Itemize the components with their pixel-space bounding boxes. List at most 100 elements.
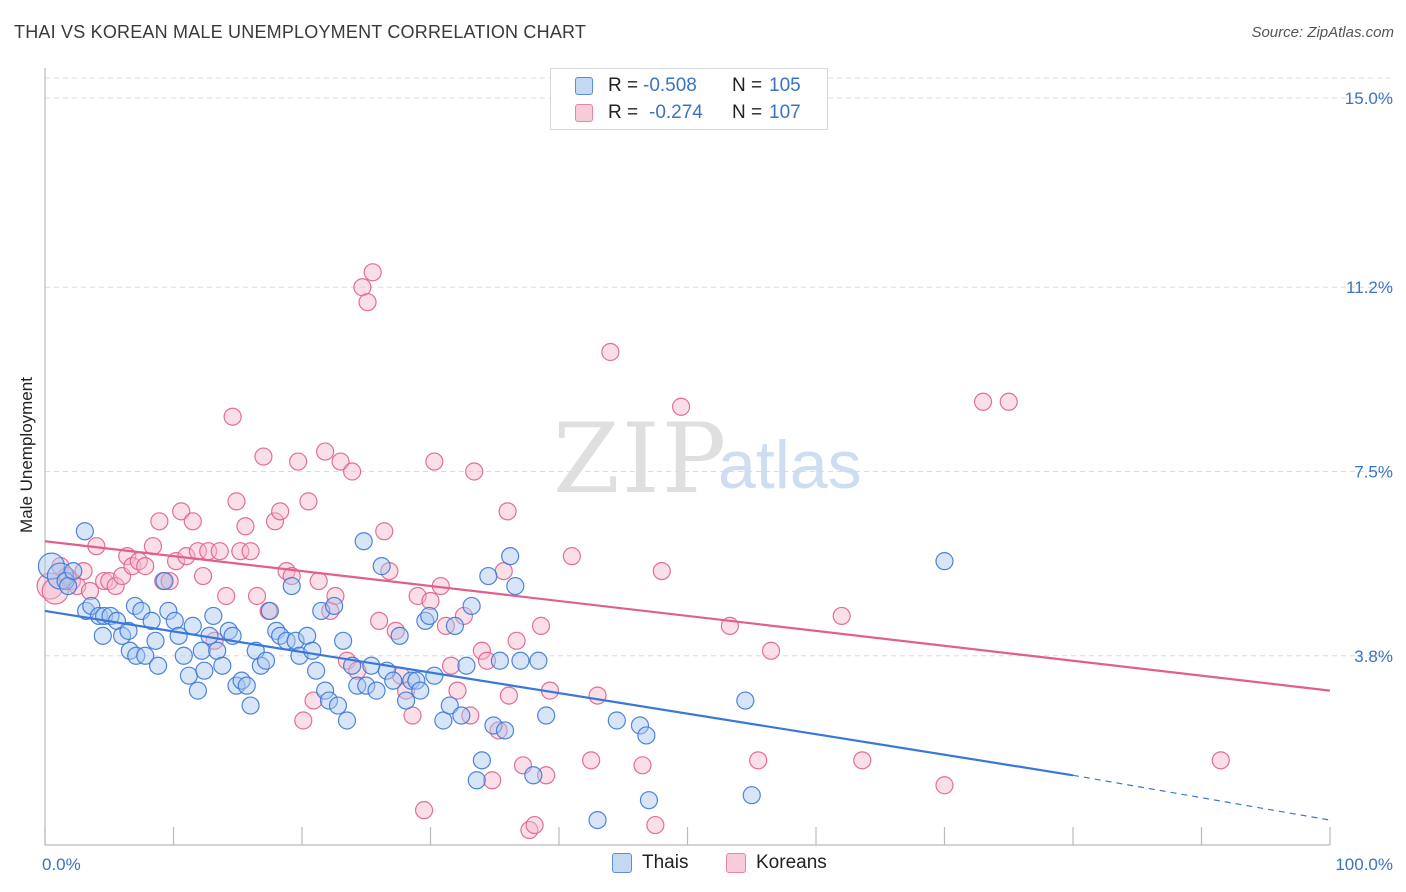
thais-point xyxy=(495,721,515,740)
koreans-point xyxy=(375,522,394,541)
thais-point xyxy=(588,810,607,830)
koreans-point xyxy=(671,397,691,416)
thais-point xyxy=(256,651,276,670)
thais-point xyxy=(637,726,656,745)
koreans-point xyxy=(520,820,539,840)
x-tick-label: 0.0% xyxy=(42,855,81,874)
koreans-point xyxy=(832,606,851,626)
thais-point xyxy=(232,671,251,690)
koreans-point xyxy=(588,686,607,705)
koreans-point xyxy=(1211,751,1230,770)
thais-point xyxy=(174,646,193,665)
koreans-point xyxy=(477,651,497,670)
koreans-point xyxy=(271,502,290,521)
thais-point xyxy=(155,571,174,591)
thais-point xyxy=(390,626,409,645)
koreans-point xyxy=(853,751,872,770)
bottom-legend-swatch-thais xyxy=(612,853,632,873)
thais-trendline-extension xyxy=(1072,774,1331,821)
koreans-point xyxy=(999,392,1018,411)
koreans-point xyxy=(601,342,620,362)
koreans-point xyxy=(183,512,202,531)
koreans-point xyxy=(537,766,556,785)
koreans-point xyxy=(421,591,440,611)
thais-point xyxy=(56,571,75,591)
chart-source: Source: ZipAtlas.com xyxy=(1251,24,1394,41)
thais-point xyxy=(188,681,208,700)
thais-point xyxy=(396,691,416,710)
thais-point xyxy=(354,532,373,551)
koreans-point xyxy=(223,407,242,426)
thais-point xyxy=(146,631,165,650)
koreans-point xyxy=(316,442,335,461)
chart-title: THAI VS KOREAN MALE UNEMPLOYMENT CORRELA… xyxy=(14,22,587,42)
thais-point xyxy=(490,651,509,670)
watermark: ZIP atlas xyxy=(553,403,862,515)
koreans-point xyxy=(363,263,382,282)
legend-n-label: N = xyxy=(732,102,763,123)
thais-point xyxy=(524,766,543,785)
thais-point xyxy=(142,611,161,631)
koreans-point xyxy=(304,691,323,710)
thais-point xyxy=(742,786,761,805)
watermark-atlas: atlas xyxy=(718,427,862,503)
thais-point xyxy=(204,606,223,626)
thais-point xyxy=(479,566,498,586)
koreans-point xyxy=(331,452,350,471)
thais-point xyxy=(537,706,556,725)
legend-swatch-koreans xyxy=(575,104,593,122)
thais-point xyxy=(607,711,626,730)
koreans-point xyxy=(160,571,179,591)
grid-lines xyxy=(45,77,1395,657)
koreans-point xyxy=(507,631,526,650)
koreans-point xyxy=(425,452,444,471)
thais-point xyxy=(82,596,101,616)
koreans-point xyxy=(454,606,474,626)
thais-point xyxy=(148,656,168,675)
thais-point xyxy=(169,626,188,645)
legend-swatch-thais xyxy=(575,77,593,95)
thais-point xyxy=(316,681,335,700)
thais-point xyxy=(484,716,503,735)
koreans-point xyxy=(414,801,434,820)
koreans-point xyxy=(448,681,467,700)
thais-point xyxy=(93,626,112,645)
koreans-point xyxy=(652,561,671,581)
koreans-point xyxy=(472,641,491,660)
thais-point xyxy=(75,522,94,541)
koreans-point xyxy=(761,641,781,660)
thais-point xyxy=(630,716,650,735)
koreans-point xyxy=(95,571,114,591)
thais-point xyxy=(325,596,344,616)
koreans-point xyxy=(236,517,255,536)
thais-point xyxy=(251,656,270,675)
legend-n-value: 107 xyxy=(769,102,801,123)
tick-labels: 3.8% 7.5% 11.2% 15.0% 0.0% 100.0% xyxy=(42,89,1393,874)
koreans-point xyxy=(241,542,260,561)
legend-box: R = -0.508 N = 105 R = -0.274 N = 107 xyxy=(550,68,828,130)
thais-point xyxy=(372,557,391,576)
thais-point xyxy=(334,631,353,650)
koreans-point xyxy=(498,502,517,521)
koreans-trendline xyxy=(44,540,1331,692)
thais-point xyxy=(411,681,430,700)
thais-point xyxy=(935,552,954,571)
koreans-point xyxy=(210,542,229,561)
koreans-point xyxy=(309,571,328,591)
koreans-point xyxy=(973,392,993,411)
koreans-point xyxy=(370,611,389,631)
trend-lines xyxy=(44,540,1331,821)
thais-point xyxy=(420,606,439,626)
thais-point xyxy=(241,696,260,715)
koreans-point xyxy=(231,542,250,561)
thais-point xyxy=(407,671,426,690)
thais-point xyxy=(357,676,376,695)
thais-point xyxy=(64,561,83,581)
thais-point xyxy=(462,596,481,616)
koreans-point xyxy=(358,293,377,312)
y-tick-label: 11.2% xyxy=(1346,278,1393,297)
koreans-point xyxy=(749,751,768,770)
thais-point xyxy=(467,771,486,790)
koreans-point xyxy=(299,492,318,511)
thais-point xyxy=(136,646,155,665)
